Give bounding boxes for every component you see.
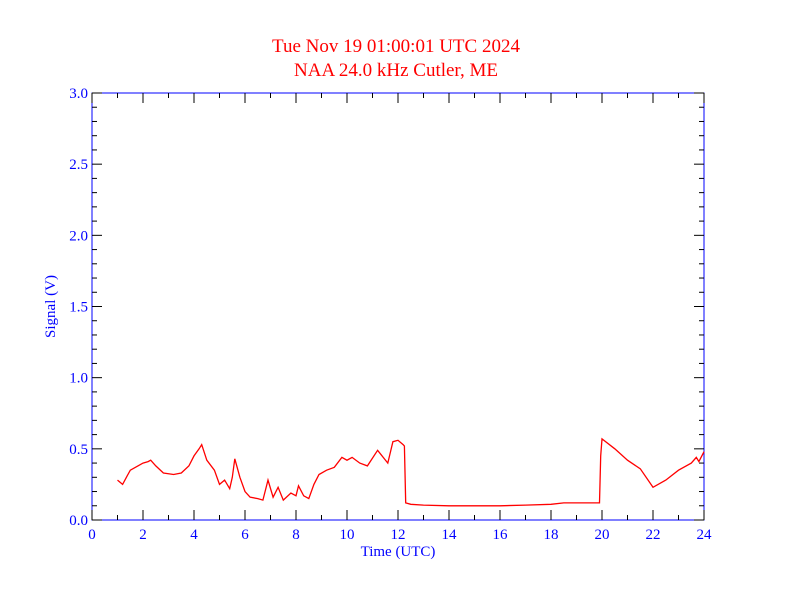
x-tick-label: 14	[442, 527, 458, 543]
x-tick-label: 18	[544, 527, 559, 543]
x-tick-label: 6	[241, 527, 249, 543]
y-axis-label: Signal (V)	[43, 275, 59, 338]
x-tick-label: 22	[646, 527, 661, 543]
x-tick-label: 8	[292, 527, 300, 543]
x-tick-label: 16	[493, 527, 509, 543]
y-tick-label: 0.5	[69, 442, 88, 458]
x-tick-label: 24	[697, 527, 713, 543]
x-tick-label: 2	[139, 527, 147, 543]
x-tick-label: 4	[190, 527, 198, 543]
y-tick-label: 1.5	[69, 300, 88, 316]
x-tick-label: 0	[88, 527, 96, 543]
x-axis-label: Time (UTC)	[361, 544, 436, 560]
y-tick-label: 2.5	[69, 157, 88, 173]
series-line-naa	[117, 437, 705, 507]
y-tick-label: 0.0	[69, 513, 88, 529]
x-tick-label: 12	[391, 527, 406, 543]
chart-subtitle: NAA 24.0 kHz Cutler, ME	[294, 60, 498, 81]
chart-title: Tue Nov 19 01:00:01 UTC 2024	[272, 36, 520, 57]
x-tick-label: 20	[595, 527, 610, 543]
axes-frame	[91, 92, 705, 521]
x-tick-label: 10	[340, 527, 355, 543]
y-tick-label: 2.0	[69, 228, 88, 244]
y-tick-label: 3.0	[69, 86, 88, 102]
y-tick-label: 1.0	[69, 371, 88, 387]
